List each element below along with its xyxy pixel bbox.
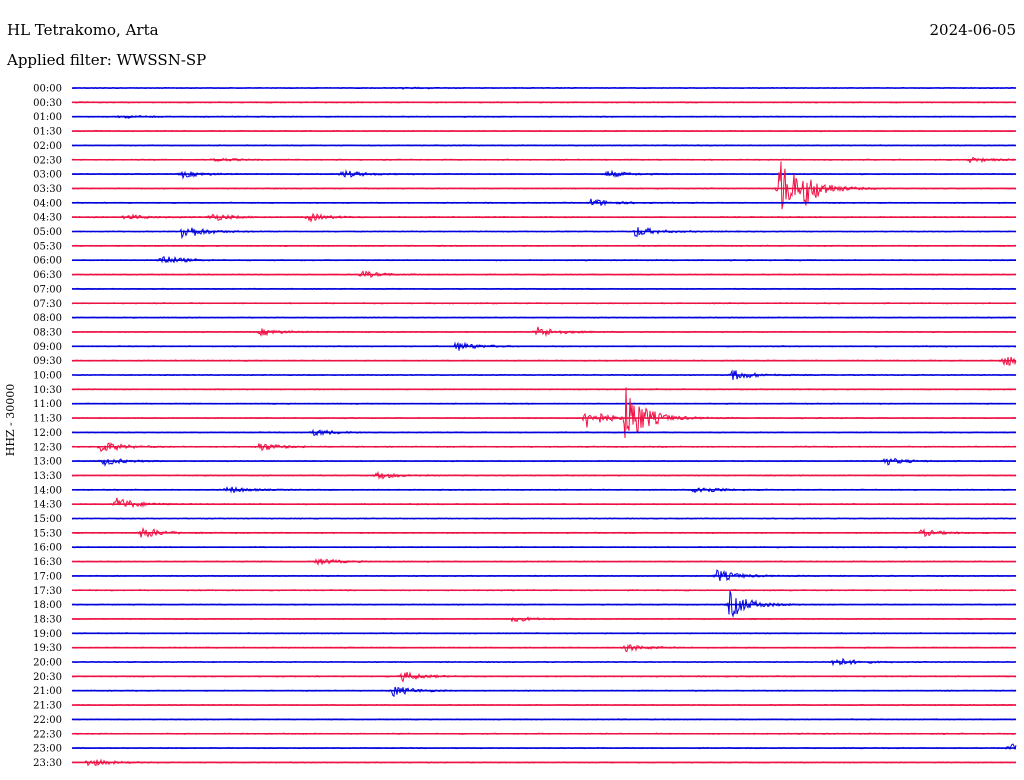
hour-label: 22:30 [33,729,62,740]
hour-label: 20:00 [33,658,62,669]
hour-label: 17:00 [33,571,62,582]
hour-label: 20:30 [33,672,62,683]
hour-label: 02:00 [33,141,62,152]
hour-label: 06:30 [33,270,62,281]
hour-label: 11:30 [33,414,62,425]
trace-line [71,457,1017,467]
hour-label: 18:30 [33,614,62,625]
date-label: 2024-06-05 [929,21,1016,39]
hour-label: 00:00 [33,84,62,95]
hour-label: 03:30 [33,184,62,195]
trace-group [71,86,1017,767]
hour-label: 15:30 [33,528,62,539]
hour-label: 08:00 [33,313,62,324]
hour-label: 19:30 [33,643,62,654]
hour-label: 12:00 [33,428,62,439]
hour-label: 15:00 [33,514,62,525]
hour-label: 10:00 [33,371,62,382]
hour-label: 08:30 [33,327,62,338]
hour-label: 01:00 [33,112,62,123]
hour-label: 12:30 [33,442,62,453]
trace-line [71,227,1017,240]
hour-label: 13:00 [33,457,62,468]
hour-label: 18:00 [33,600,62,611]
hour-label: 23:30 [33,758,62,769]
hour-label: 14:30 [33,500,62,511]
trace-line [72,497,1017,509]
hour-label: 09:30 [33,356,62,367]
hour-label: 07:00 [33,284,62,295]
trace-line [71,590,1017,618]
hour-label: 13:30 [33,471,62,482]
trace-line [71,326,1017,338]
hour-label: 23:00 [33,744,62,755]
hour-label: 04:00 [33,198,62,209]
hour-label: 21:30 [33,701,62,712]
hour-label: 06:00 [33,256,62,267]
hour-label: 04:30 [33,213,62,224]
hour-label: 05:30 [33,241,62,252]
hour-label: 14:00 [33,485,62,496]
hour-label: 21:00 [33,686,62,697]
hour-label: 05:00 [33,227,62,238]
hour-label: 01:30 [33,127,62,138]
hour-label: 16:30 [33,557,62,568]
hour-label: 09:00 [33,342,62,353]
trace-line [71,387,1017,439]
hour-label: 10:30 [33,385,62,396]
hour-label: 02:30 [33,155,62,166]
hour-label: 16:00 [33,543,62,554]
trace-line [71,686,1017,698]
hour-label-group: 00:00 00:30 01:00 01:30 02:00 02:30 03:00 03:30… [33,84,62,769]
hour-label: 17:30 [33,586,62,597]
hour-label: 19:00 [33,629,62,640]
hour-label: 07:30 [33,299,62,310]
station-title: HL Tetrakomo, Arta [7,21,159,39]
hour-label: 11:00 [33,399,62,410]
hour-label: 03:00 [33,170,62,181]
hour-label: 22:00 [33,715,62,726]
hour-label: 00:30 [33,98,62,109]
filter-label: Applied filter: WWSSN-SP [7,51,207,69]
